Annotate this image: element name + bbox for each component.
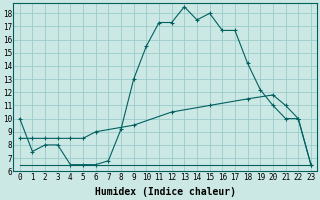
X-axis label: Humidex (Indice chaleur): Humidex (Indice chaleur) bbox=[95, 187, 236, 197]
